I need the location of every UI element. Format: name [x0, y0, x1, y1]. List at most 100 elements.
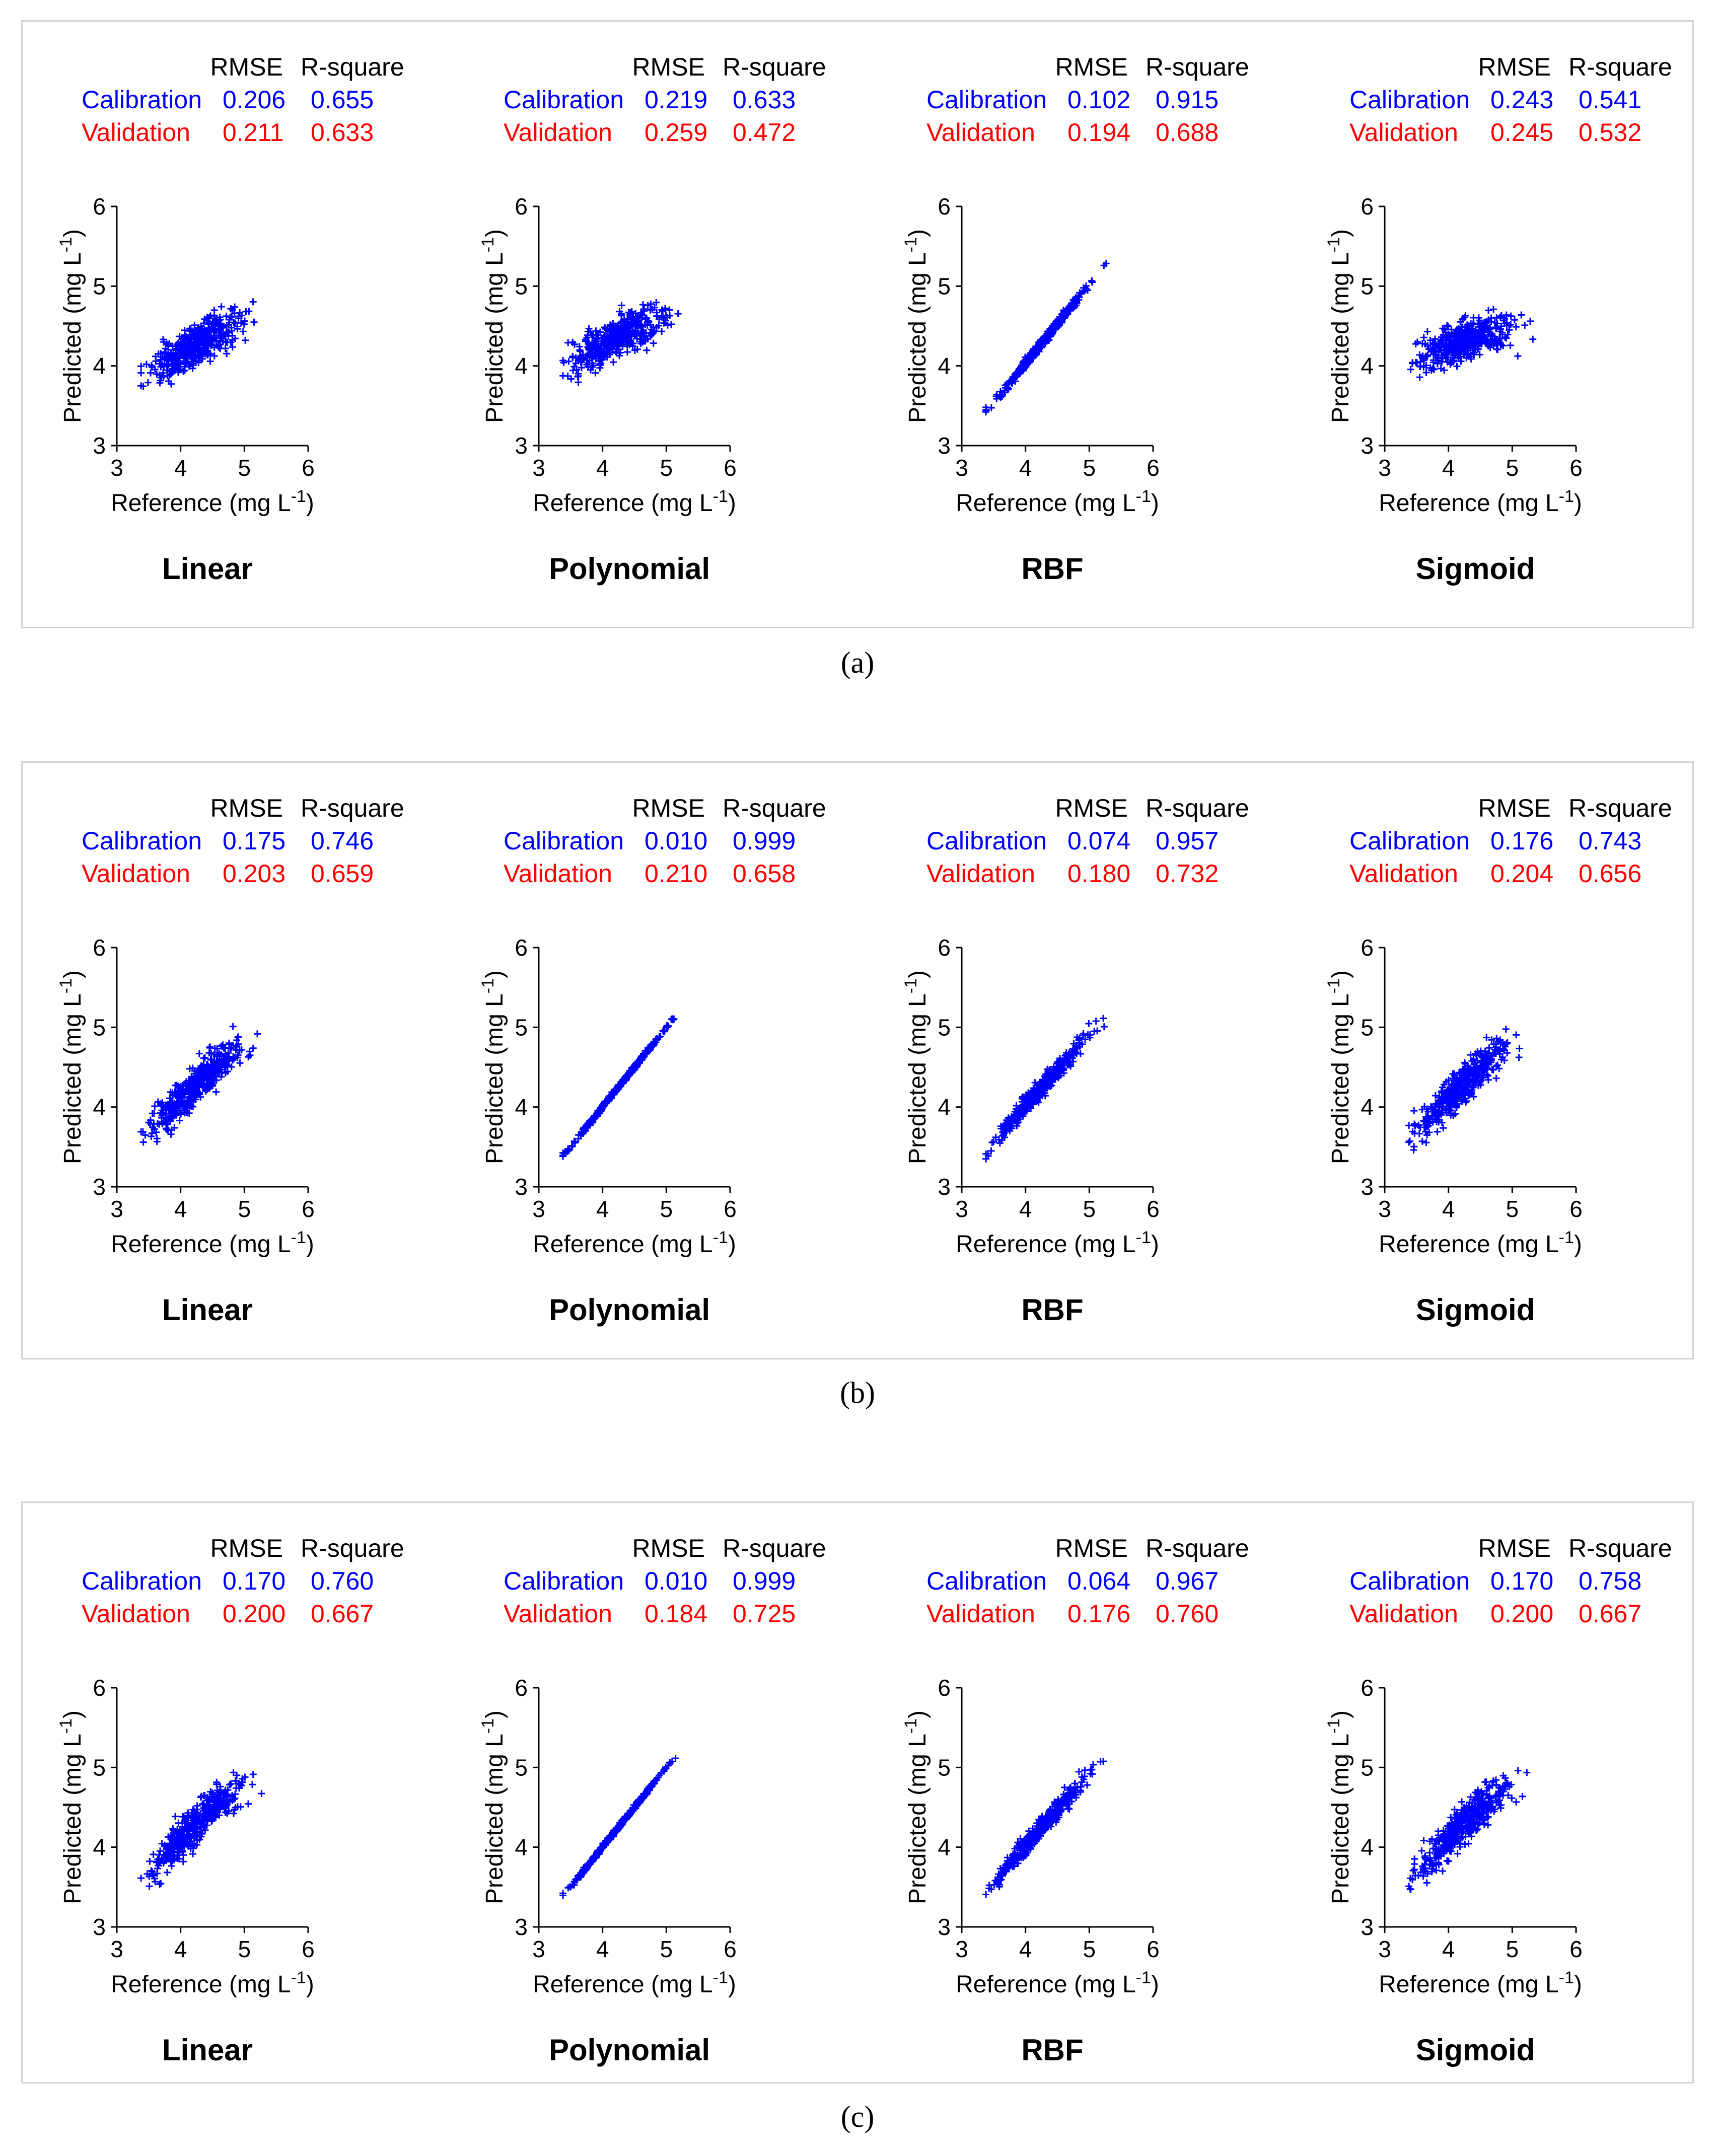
data-point	[223, 350, 231, 357]
data-point	[1442, 328, 1449, 336]
data-point	[204, 1073, 212, 1080]
calibration-r-square: 0.541	[1579, 86, 1641, 114]
data-point	[612, 348, 620, 355]
data-point	[212, 319, 220, 326]
data-point	[1009, 375, 1017, 382]
validation-r-square: 0.760	[1156, 1600, 1219, 1628]
data-point	[623, 348, 631, 356]
x-tick-label: 4	[174, 1936, 187, 1962]
data-point	[1507, 312, 1515, 320]
data-point	[1090, 1761, 1097, 1768]
data-point	[1422, 369, 1430, 376]
data-point	[1440, 1081, 1448, 1088]
y-axis-label: Predicted (mg L-1)	[478, 1710, 508, 1904]
data-point	[1458, 1096, 1465, 1103]
data-point	[160, 336, 167, 343]
data-point	[1463, 1097, 1470, 1105]
data-point	[662, 312, 670, 319]
data-point	[664, 321, 671, 329]
x-tick-label: 4	[1019, 1196, 1032, 1222]
data-point	[1518, 311, 1525, 319]
data-point	[181, 1824, 189, 1831]
data-point	[1411, 1129, 1418, 1137]
y-tick-label: 5	[938, 1754, 951, 1780]
data-point	[1091, 1028, 1098, 1035]
data-point	[1472, 1064, 1480, 1071]
data-point	[153, 1128, 160, 1136]
data-point	[617, 310, 625, 318]
validation-label: Validation	[504, 859, 612, 888]
y-tick-label: 6	[93, 935, 106, 961]
data-point	[212, 1076, 220, 1084]
data-point	[1427, 1103, 1435, 1110]
data-point	[1423, 328, 1431, 335]
x-axis-label: Reference (mg L-1)	[956, 1228, 1159, 1258]
data-point	[640, 1791, 648, 1799]
r-square-header: R-square	[1146, 794, 1249, 822]
y-tick-label: 4	[515, 1834, 528, 1860]
data-point	[1024, 1847, 1032, 1854]
data-point	[175, 366, 183, 374]
data-point	[1018, 1105, 1025, 1113]
y-tick-label: 6	[1361, 935, 1374, 961]
x-axis-label-text: Reference (mg L	[111, 1971, 291, 1998]
data-point	[137, 1875, 145, 1882]
x-axis-label: Reference (mg L-1)	[111, 487, 314, 517]
data-point	[224, 1786, 232, 1794]
data-point	[645, 318, 653, 326]
calibration-rmse: 0.175	[223, 827, 285, 855]
data-point	[643, 346, 651, 354]
x-tick-label: 3	[955, 455, 968, 481]
data-point	[1469, 325, 1476, 333]
data-point	[150, 1120, 158, 1127]
rmse-header: RMSE	[632, 53, 705, 81]
data-point	[211, 1060, 219, 1068]
data-point	[164, 1868, 171, 1876]
data-point	[172, 1813, 179, 1820]
data-point	[200, 329, 207, 336]
calibration-r-square: 0.743	[1579, 827, 1641, 855]
data-point	[212, 1088, 220, 1096]
data-point	[1031, 1091, 1039, 1099]
x-tick-label: 6	[724, 1936, 737, 1962]
data-point	[1431, 347, 1438, 355]
data-point	[668, 1016, 675, 1023]
data-points	[559, 1755, 679, 1899]
data-point	[242, 336, 249, 344]
data-point	[173, 1104, 180, 1112]
data-point	[1471, 1059, 1479, 1066]
data-point	[1405, 1138, 1413, 1146]
r-square-header: R-square	[301, 794, 404, 822]
data-point	[1438, 333, 1446, 341]
y-tick-label: 6	[515, 193, 528, 220]
rmse-header: RMSE	[1478, 794, 1551, 822]
data-point	[1012, 1115, 1019, 1123]
panel-label-c: (c)	[840, 2100, 875, 2133]
x-tick-label: 5	[660, 455, 673, 481]
data-point	[149, 1123, 157, 1131]
rmse-header: RMSE	[210, 794, 283, 822]
data-point	[590, 1854, 597, 1862]
data-point	[592, 327, 600, 335]
data-point	[645, 1786, 652, 1793]
data-point	[655, 316, 663, 323]
data-point	[1488, 1036, 1495, 1044]
r-square-header: R-square	[1146, 53, 1249, 81]
rmse-header: RMSE	[210, 1534, 283, 1562]
data-point	[200, 1823, 207, 1831]
data-point	[564, 339, 572, 346]
data-point	[213, 1800, 221, 1808]
y-axis-unit-superscript: -1	[478, 1718, 497, 1734]
data-point	[1491, 333, 1498, 340]
y-axis-label-close: )	[904, 1710, 931, 1718]
data-point	[205, 339, 213, 347]
data-point	[1444, 358, 1451, 366]
data-point	[1014, 1112, 1021, 1119]
data-point	[601, 324, 609, 331]
x-tick-label: 5	[238, 455, 251, 481]
x-axis-label-text: Reference (mg L	[533, 490, 713, 517]
calibration-rmse: 0.010	[645, 827, 707, 855]
data-point	[595, 351, 603, 358]
data-point	[1018, 366, 1025, 373]
